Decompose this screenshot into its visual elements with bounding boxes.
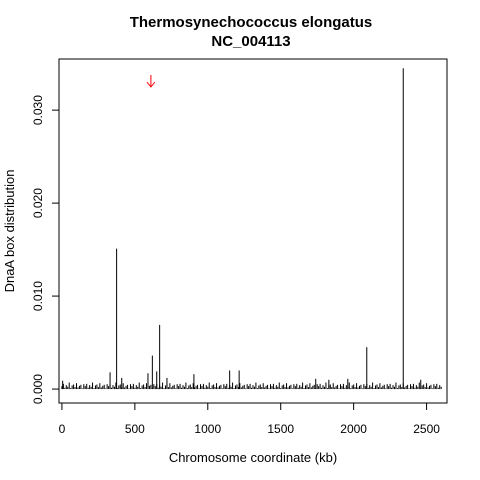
x-axis: 0 500 1000 1500 2000 2500 bbox=[59, 402, 440, 436]
x-tick-label: 2500 bbox=[413, 422, 440, 436]
y-axis: 0.000 0.010 0.020 0.030 bbox=[31, 95, 60, 404]
origin-marker bbox=[146, 75, 156, 88]
chart-subtitle: NC_004113 bbox=[211, 33, 290, 50]
y-axis-label: DnaA box distribution bbox=[2, 170, 17, 293]
bars bbox=[61, 68, 442, 390]
y-tick-label: 0.020 bbox=[31, 188, 45, 218]
x-tick-label: 2000 bbox=[340, 422, 367, 436]
y-tick-label: 0.000 bbox=[31, 374, 45, 404]
plot-frame bbox=[58, 58, 448, 404]
y-tick-label: 0.030 bbox=[31, 95, 45, 125]
arrow-head bbox=[146, 81, 156, 88]
x-tick-label: 1000 bbox=[194, 422, 221, 436]
x-tick-label: 500 bbox=[125, 422, 145, 436]
chart-title: Thermosynechococcus elongatus bbox=[130, 14, 373, 31]
x-tick-label: 1500 bbox=[267, 422, 294, 436]
x-axis-label: Chromosome coordinate (kb) bbox=[169, 450, 337, 465]
y-tick-label: 0.010 bbox=[31, 281, 45, 311]
x-tick-label: 0 bbox=[59, 422, 66, 436]
